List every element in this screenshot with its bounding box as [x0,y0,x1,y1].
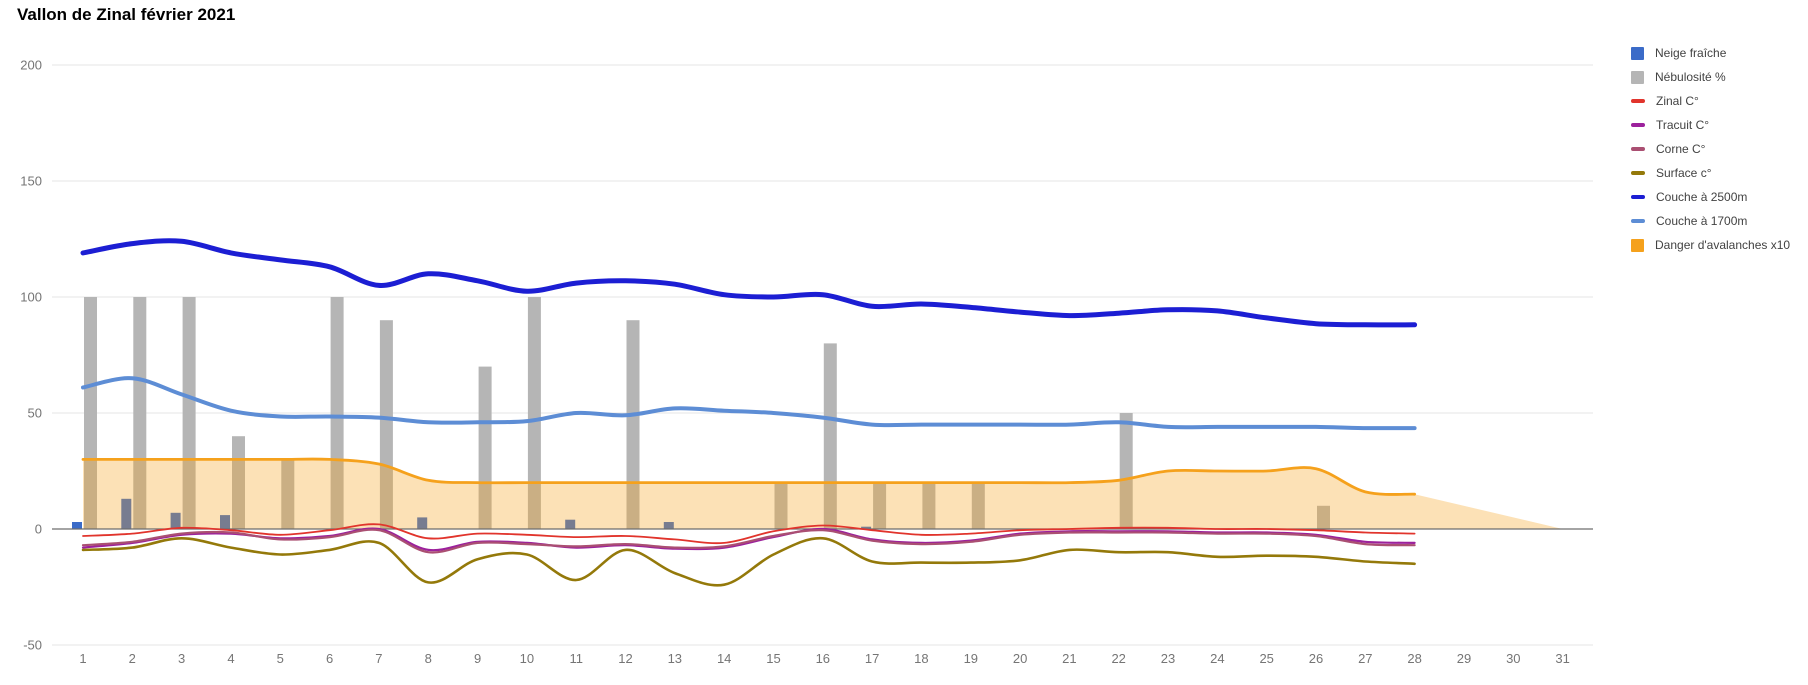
bar-nebulosite [527,297,541,529]
legend-swatch-danger [1631,238,1644,252]
legend-item: Danger d'avalanches x10 [1631,238,1790,252]
legend-item: Couche à 1700m [1631,214,1790,228]
x-tick-label: 2 [129,651,136,666]
x-tick-label: 7 [375,651,382,666]
bar-neige-fraiche [565,519,576,529]
line-tracuit [81,527,1416,552]
x-tick-label: 18 [914,651,928,666]
line-couche1700 [81,376,1417,431]
legend-swatch-couche2500 [1631,195,1645,199]
y-tick-label: -50 [23,638,42,653]
legend-item: Tracuit C° [1631,118,1790,132]
line-surface [81,536,1416,587]
bar-neige-fraiche [220,515,230,529]
x-tick-label: 14 [717,651,731,666]
x-tick-label: 10 [520,651,534,666]
bar-nebulosite [133,297,147,529]
bar-nebulosite [84,297,97,529]
x-tick-label: 21 [1062,651,1076,666]
legend-label: Surface c° [1656,166,1712,180]
bar-nebulosite [182,297,196,529]
legend-item: Surface c° [1631,166,1790,180]
x-tick-label: 25 [1259,651,1273,666]
y-tick-label: 200 [20,58,42,73]
x-tick-label: 11 [569,651,583,666]
bar-nebulosite [626,320,640,529]
legend-item: Zinal C° [1631,94,1790,108]
bar-nebulosite [1119,413,1133,529]
bar-neige-fraiche [72,522,82,529]
legend-swatch-surface [1631,171,1645,175]
y-tick-label: 100 [20,290,42,305]
x-tick-label: 6 [326,651,333,666]
danger-area-fill [83,459,1563,529]
x-tick-label: 19 [964,651,978,666]
line-corne [81,528,1416,554]
x-tick-label: 17 [865,651,879,666]
x-tick-label: 4 [227,651,234,666]
bar-neige-fraiche [663,522,674,529]
x-tick-label: 24 [1210,651,1224,666]
bar-nebulosite [873,482,887,529]
legend-swatch-neige [1631,46,1644,60]
bar-nebulosite [922,482,936,529]
legend-label: Nébulosité % [1655,70,1726,84]
x-tick-label: 23 [1161,651,1175,666]
x-tick-label: 16 [816,651,830,666]
chart-title: Vallon de Zinal février 2021 [17,5,236,24]
bar-neige-fraiche [417,517,428,529]
bar-nebulosite [281,459,295,529]
bar-nebulosite [774,482,788,529]
chart-legend: Neige fraîche Nébulosité % Zinal C° Tracuit… [1631,46,1790,252]
x-tick-label: 9 [474,651,481,666]
x-tick-label: 12 [618,651,632,666]
legend-label: Corne C° [1656,142,1706,156]
line-danger-avalanches [81,457,1416,496]
bar-neige-fraiche [121,498,132,529]
x-tick-label: 30 [1506,651,1520,666]
x-tick-label: 1 [79,651,86,666]
x-tick-label: 15 [766,651,780,666]
x-tick-label: 5 [277,651,284,666]
bar-nebulosite [478,366,492,529]
legend-label: Couche à 2500m [1656,190,1748,204]
bar-nebulosite [971,482,985,529]
legend-swatch-couche1700 [1631,219,1645,223]
legend-swatch-nebulosite [1631,70,1644,84]
legend-label: Neige fraîche [1655,46,1727,60]
bar-neige-fraiche [170,512,181,529]
legend-swatch-zinal [1631,99,1645,103]
legend-item: Neige fraîche [1631,46,1790,60]
y-tick-label: 150 [20,174,42,189]
x-tick-label: 31 [1555,651,1569,666]
bar-nebulosite [379,320,393,529]
x-tick-label: 20 [1013,651,1027,666]
legend-swatch-corne [1631,147,1645,151]
legend-item: Couche à 2500m [1631,190,1790,204]
bar-neige-fraiche [861,526,872,529]
bar-nebulosite [330,297,344,529]
y-tick-label: 50 [28,406,42,421]
x-tick-label: 22 [1111,651,1125,666]
legend-label: Couche à 1700m [1656,214,1748,228]
x-tick-label: 26 [1309,651,1323,666]
legend-swatch-tracuit [1631,123,1645,127]
x-tick-label: 28 [1407,651,1421,666]
legend-label: Danger d'avalanches x10 [1655,238,1791,252]
x-tick-label: 29 [1457,651,1471,666]
legend-label: Tracuit C° [1656,118,1710,132]
legend-label: Zinal C° [1656,94,1699,108]
line-zinal [82,523,1416,545]
y-tick-label: 0 [35,522,42,537]
legend-item: Nébulosité % [1631,70,1790,84]
x-tick-label: 27 [1358,651,1372,666]
x-tick-label: 3 [178,651,185,666]
bar-nebulosite [1317,505,1330,529]
x-tick-label: 13 [668,651,682,666]
x-tick-label: 8 [425,651,432,666]
line-couche2500 [80,238,1418,328]
legend-item: Corne C° [1631,142,1790,156]
